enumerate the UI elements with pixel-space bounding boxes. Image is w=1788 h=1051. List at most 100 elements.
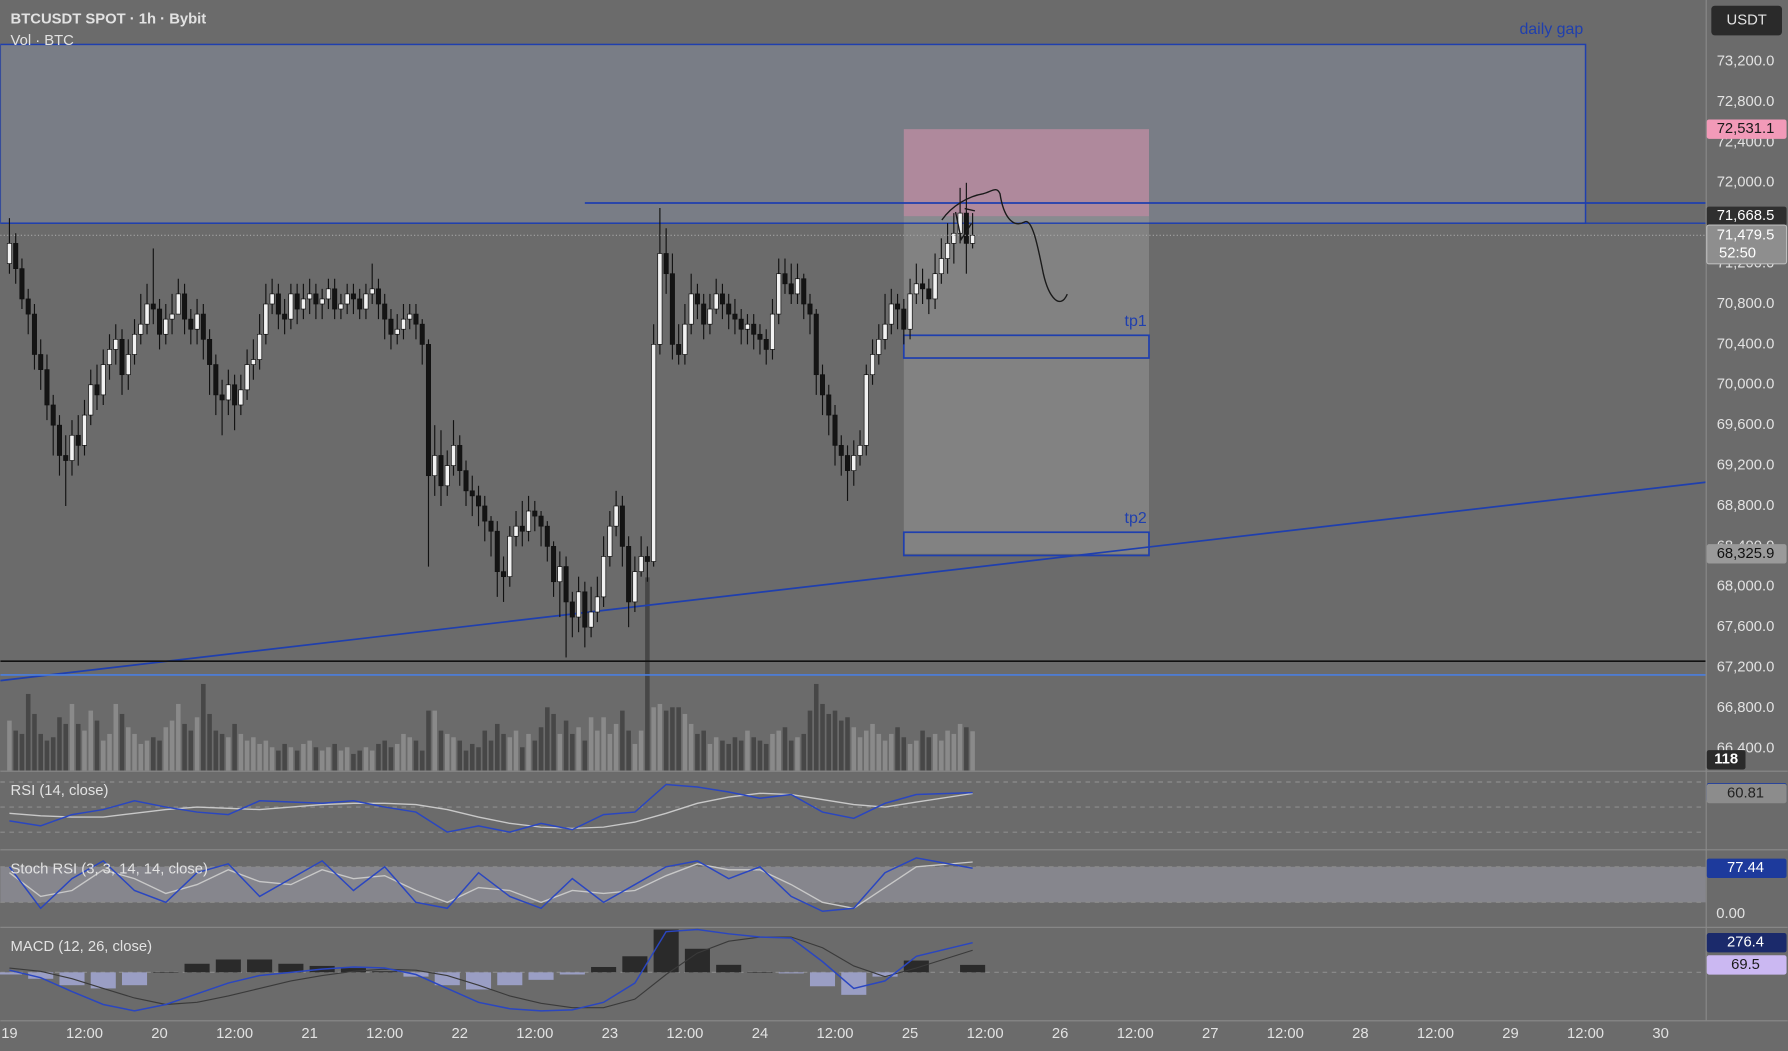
candle-body <box>738 318 744 330</box>
candle-body <box>244 364 250 391</box>
currency-button[interactable] <box>1711 5 1782 36</box>
candle-body <box>169 313 175 320</box>
volume-bar <box>826 713 832 771</box>
candle-body <box>563 566 569 603</box>
volume-bar <box>219 733 225 771</box>
volume-bar <box>132 733 137 771</box>
volume-bar <box>82 730 87 771</box>
candle-body <box>25 298 31 315</box>
volume-bar <box>901 737 907 771</box>
last-price-bg <box>1706 224 1788 265</box>
candle-body <box>582 591 588 628</box>
candle-body <box>107 349 113 365</box>
volume-bar <box>232 723 237 771</box>
volume-bar <box>363 747 369 771</box>
volume-bar <box>438 730 444 771</box>
candle-body <box>926 288 932 300</box>
volume-bar <box>726 743 731 771</box>
volume-bar <box>176 703 181 771</box>
candle-body <box>519 525 525 532</box>
x-tick-label: 12:00 <box>216 1026 253 1042</box>
candle-body <box>682 323 688 355</box>
price-pane <box>0 43 1706 771</box>
volume-bar <box>163 727 169 771</box>
volume-bar <box>638 730 644 771</box>
candle-body <box>144 303 150 325</box>
y-tick-label: 72,800.0 <box>1717 94 1775 110</box>
candle-body <box>369 288 375 295</box>
macd-line <box>9 928 973 1012</box>
candle-body <box>81 414 87 446</box>
hand-drawing <box>941 188 1068 302</box>
volume-bar <box>526 733 531 771</box>
volume-bar <box>838 720 844 771</box>
y-tick-label: 70,000.0 <box>1717 377 1775 393</box>
candle-body <box>119 338 125 376</box>
volume-bar <box>426 710 431 771</box>
volume-bar <box>413 740 419 771</box>
candle-body <box>313 293 319 305</box>
candle-body <box>619 505 625 547</box>
volume-bar <box>338 750 344 771</box>
candle-body <box>688 293 694 325</box>
x-tick-label: 30 <box>1652 1026 1668 1042</box>
x-tick-label: 12:00 <box>967 1026 1004 1042</box>
candle-body <box>494 530 500 572</box>
candle-body <box>794 278 800 295</box>
candle-body <box>413 313 419 325</box>
candle-body <box>832 414 838 446</box>
volume-bar <box>457 740 463 771</box>
volume-bar <box>713 737 719 771</box>
candle-body <box>182 293 188 320</box>
candle-body <box>363 293 369 310</box>
candle-body <box>113 338 119 350</box>
candle-body <box>726 303 732 315</box>
candle-body <box>344 293 350 305</box>
candle-body <box>419 323 425 345</box>
candle-body <box>576 591 582 618</box>
volume-bar <box>50 737 56 771</box>
candle-body <box>701 303 707 325</box>
x-tick-label: 23 <box>602 1026 618 1042</box>
volume-bar <box>951 733 957 771</box>
candle-body <box>632 571 638 603</box>
candle-body <box>213 364 219 396</box>
x-tick-label: 12:00 <box>666 1026 703 1042</box>
volume-bar <box>688 723 694 771</box>
candle-body <box>6 243 12 264</box>
y-tick-label: 68,800.0 <box>1717 498 1775 514</box>
daily-gap-label: daily gap <box>1519 21 1583 38</box>
volume-bar <box>926 737 932 771</box>
candle-body <box>257 333 263 360</box>
stoch-k-line <box>8 857 973 913</box>
currency-label[interactable]: USDT <box>1727 12 1767 28</box>
candle-body <box>444 465 450 487</box>
candle-body <box>232 384 238 406</box>
volume-bar <box>601 717 606 771</box>
candle-body <box>601 556 607 598</box>
candle-body <box>882 323 888 340</box>
candle-body <box>225 384 231 401</box>
candle-body <box>763 338 769 350</box>
volume-bar <box>257 743 262 771</box>
volume-bar <box>576 727 581 771</box>
volume-bar <box>319 750 325 771</box>
volume-bar <box>369 750 375 771</box>
volume-bar <box>19 733 25 771</box>
candle-body <box>744 323 750 330</box>
candle-body <box>532 510 538 517</box>
candle-body <box>895 303 901 310</box>
y-tick-label: 70,800.0 <box>1717 296 1775 312</box>
x-tick-label: 27 <box>1202 1026 1218 1042</box>
candle-body <box>388 318 394 335</box>
candle-body <box>676 344 682 355</box>
macd-hist-bar <box>903 960 929 973</box>
volume-bar <box>326 747 331 771</box>
candle-body <box>813 313 819 376</box>
candle-body <box>125 354 131 376</box>
candle-body <box>613 505 619 527</box>
candle-body <box>238 389 244 406</box>
volume-bar <box>276 750 281 771</box>
volume-bar <box>13 730 18 771</box>
